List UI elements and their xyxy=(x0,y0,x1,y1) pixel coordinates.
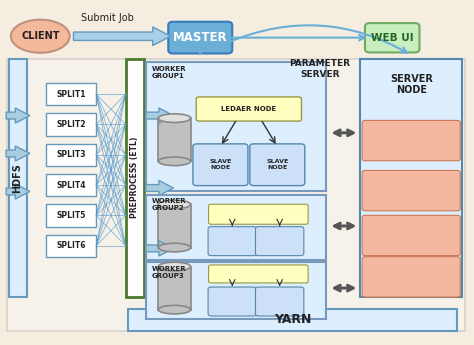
FancyBboxPatch shape xyxy=(362,170,460,211)
Text: WORKER
GROUP3: WORKER GROUP3 xyxy=(152,266,186,279)
Polygon shape xyxy=(73,27,171,46)
Text: SPLIT3: SPLIT3 xyxy=(56,150,86,159)
Ellipse shape xyxy=(158,243,191,252)
FancyBboxPatch shape xyxy=(255,227,304,256)
Polygon shape xyxy=(6,108,30,123)
Polygon shape xyxy=(146,241,173,256)
FancyBboxPatch shape xyxy=(365,23,419,52)
Bar xyxy=(128,309,457,331)
Text: HDFS: HDFS xyxy=(12,163,23,193)
Polygon shape xyxy=(6,184,30,199)
Bar xyxy=(7,59,465,331)
Ellipse shape xyxy=(158,200,191,209)
Text: SPLIT1: SPLIT1 xyxy=(56,89,86,99)
Text: SPLIT2: SPLIT2 xyxy=(56,120,86,129)
Bar xyxy=(146,195,326,260)
Ellipse shape xyxy=(11,20,70,53)
Bar xyxy=(46,113,96,136)
Text: PREPROCESS (ETL): PREPROCESS (ETL) xyxy=(130,137,139,218)
FancyBboxPatch shape xyxy=(196,97,301,121)
Text: PARAMETER
SERVER: PARAMETER SERVER xyxy=(290,59,350,79)
Polygon shape xyxy=(146,180,173,196)
Bar xyxy=(146,262,326,319)
Polygon shape xyxy=(6,146,30,161)
Text: WORKER
GROUP2: WORKER GROUP2 xyxy=(152,198,186,211)
Ellipse shape xyxy=(158,157,191,166)
FancyBboxPatch shape xyxy=(208,227,256,256)
Ellipse shape xyxy=(158,114,191,122)
Text: YARN: YARN xyxy=(274,314,311,326)
Ellipse shape xyxy=(158,305,191,314)
Bar xyxy=(46,235,96,257)
FancyBboxPatch shape xyxy=(362,120,460,161)
FancyBboxPatch shape xyxy=(209,204,308,224)
Bar xyxy=(126,59,144,297)
Text: MASTER: MASTER xyxy=(173,31,228,44)
FancyBboxPatch shape xyxy=(193,144,248,186)
Text: WORKER
GROUP1: WORKER GROUP1 xyxy=(152,66,186,79)
Bar xyxy=(158,204,191,248)
Bar xyxy=(9,59,27,297)
Ellipse shape xyxy=(158,262,191,271)
Text: WEB UI: WEB UI xyxy=(371,33,413,43)
Bar xyxy=(46,204,96,227)
Text: SPLIT4: SPLIT4 xyxy=(56,180,86,190)
FancyBboxPatch shape xyxy=(250,144,305,186)
Bar xyxy=(158,266,191,310)
Bar xyxy=(146,62,326,191)
Text: LEDAER NODE: LEDAER NODE xyxy=(221,106,276,112)
Bar xyxy=(46,144,96,166)
Text: CLIENT: CLIENT xyxy=(21,31,60,41)
Bar xyxy=(360,59,462,297)
FancyBboxPatch shape xyxy=(209,265,308,283)
FancyBboxPatch shape xyxy=(168,22,232,53)
FancyBboxPatch shape xyxy=(362,215,460,256)
Text: SLAVE
NODE: SLAVE NODE xyxy=(210,159,231,170)
FancyBboxPatch shape xyxy=(208,287,256,316)
Text: Submit Job: Submit Job xyxy=(81,13,134,23)
FancyBboxPatch shape xyxy=(362,257,460,297)
FancyBboxPatch shape xyxy=(255,287,304,316)
Text: SLAVE
NODE: SLAVE NODE xyxy=(266,159,288,170)
Bar xyxy=(46,174,96,196)
Text: SERVER
NODE: SERVER NODE xyxy=(390,74,433,95)
Text: SPLIT6: SPLIT6 xyxy=(56,241,86,250)
Bar xyxy=(158,118,191,161)
Bar xyxy=(46,83,96,105)
Text: SPLIT5: SPLIT5 xyxy=(57,211,86,220)
Polygon shape xyxy=(146,108,173,123)
